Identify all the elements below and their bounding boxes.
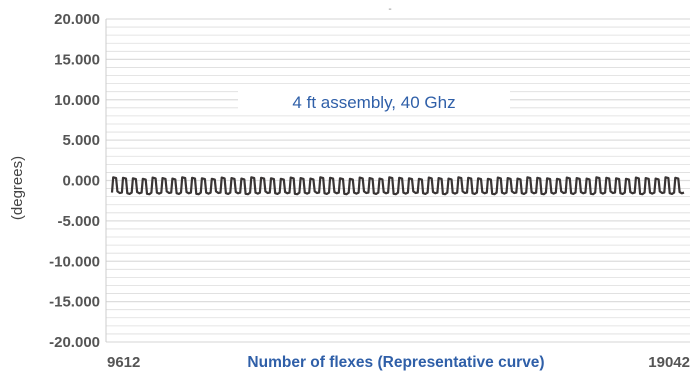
y-tick-label: -15.000	[49, 294, 100, 311]
annotation-text: 4 ft assembly, 40 Ghz	[292, 93, 455, 112]
x-tick-label-start: 9612	[107, 354, 140, 371]
y-tick-label: 5.000	[62, 132, 100, 149]
y-tick-label: -20.000	[49, 334, 100, 351]
y-tick-label: -10.000	[49, 253, 100, 270]
chart-title: -	[388, 4, 391, 15]
y-axis-label: (degrees)	[9, 156, 26, 220]
y-tick-label: 10.000	[54, 92, 100, 109]
y-tick-label: 15.000	[54, 51, 100, 68]
y-tick-label: 0.000	[62, 173, 100, 190]
x-tick-label-end: 19042	[648, 354, 690, 371]
x-axis-label: Number of flexes (Representative curve)	[247, 354, 544, 371]
y-tick-label: -5.000	[57, 213, 100, 230]
annotation-box	[238, 88, 510, 114]
y-tick-label: 20.000	[54, 11, 100, 28]
y-tick-labels: 20.000 15.000 10.000 5.000 0.000 -5.000 -10.00…	[49, 11, 100, 351]
series-line	[110, 176, 685, 196]
